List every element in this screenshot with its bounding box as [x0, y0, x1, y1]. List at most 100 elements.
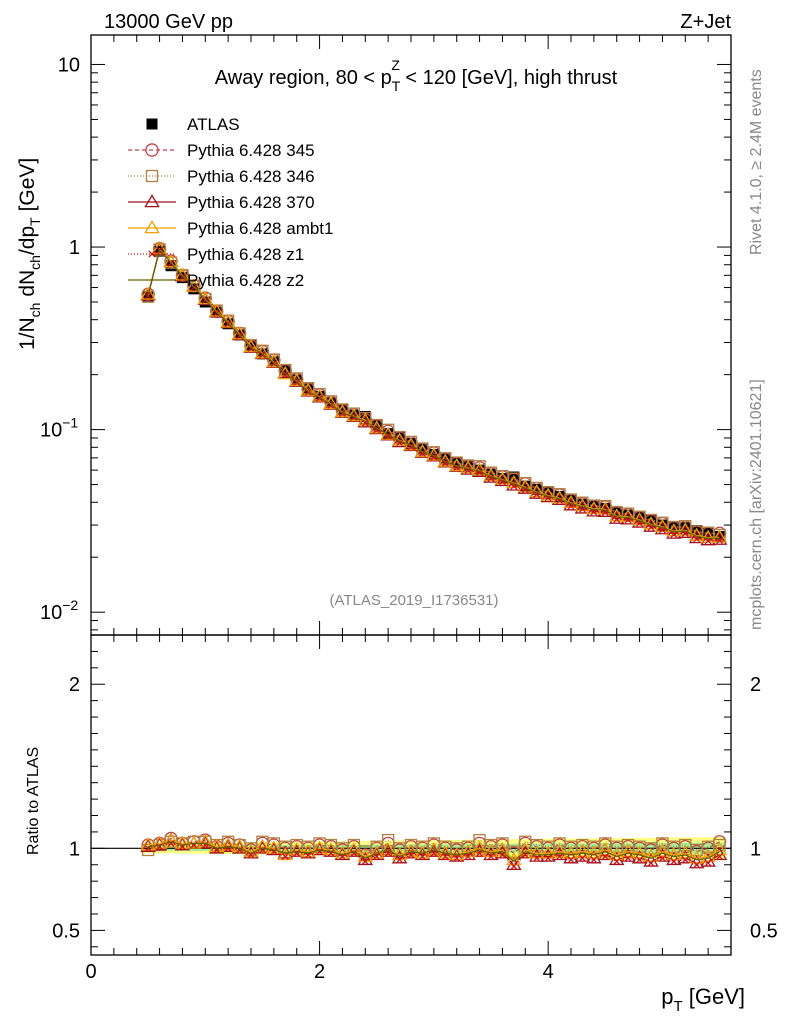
x-tick-label: 4 — [543, 961, 554, 983]
ratio-point — [670, 858, 678, 865]
series-point — [700, 529, 716, 543]
ratio-point — [243, 843, 259, 857]
ratio-point — [197, 833, 214, 848]
ratio-point — [496, 837, 509, 850]
ratio-point — [711, 842, 728, 856]
ratio-point — [688, 850, 705, 864]
legend-label: Pythia 6.428 346 — [187, 167, 315, 186]
ratio-point — [151, 835, 168, 849]
atlas-point — [622, 509, 634, 521]
series-point — [620, 508, 636, 523]
ratio-tick-label-right: 0.5 — [750, 920, 778, 942]
ratio-point — [370, 840, 383, 853]
series-line — [147, 248, 720, 541]
ratio-point — [361, 858, 369, 865]
atlas-point — [462, 460, 474, 472]
series-point — [373, 426, 381, 434]
ratio-point — [441, 853, 449, 860]
atlas-point — [199, 296, 211, 308]
series-point — [186, 278, 202, 292]
atlas-point — [279, 365, 291, 377]
ratio-point — [704, 859, 712, 867]
ratio-point — [350, 849, 358, 857]
chart-title: Away region, 80 < pTZ < 120 [GeV], high … — [215, 57, 618, 94]
atlas-point — [599, 502, 611, 514]
ratio-point — [608, 847, 625, 861]
legend-marker — [148, 250, 156, 258]
atlas-point — [428, 449, 440, 461]
atlas-point — [336, 403, 348, 415]
atlas-point — [348, 409, 360, 421]
ratio-point — [677, 845, 694, 859]
ratio-point — [510, 862, 518, 870]
series-point — [384, 432, 392, 440]
series-point — [277, 366, 294, 380]
ratio-point — [681, 856, 689, 864]
series-point — [540, 487, 556, 501]
ratio-point — [631, 845, 648, 859]
atlas-point — [291, 374, 303, 386]
ratio-tick-label-left: 2 — [69, 674, 80, 696]
atlas-point — [542, 487, 554, 499]
atlas-point — [714, 530, 726, 542]
ratio-point — [716, 853, 724, 860]
legend-marker — [145, 143, 159, 157]
series-line — [147, 248, 720, 539]
legend-label: Pythia 6.428 z2 — [187, 271, 304, 290]
series-point — [396, 439, 404, 447]
ratio-point — [544, 854, 552, 862]
ratio-point — [476, 849, 484, 857]
header-right: Z+Jet — [680, 11, 731, 33]
ratio-point — [601, 853, 609, 860]
series-point — [517, 480, 534, 494]
ratio-point — [220, 837, 236, 851]
series-point — [666, 525, 682, 539]
ratio-y-axis-label: Ratio to ATLAS — [25, 747, 42, 855]
ratio-point — [316, 848, 324, 856]
atlas-point — [679, 522, 691, 534]
ratio-point — [624, 854, 632, 862]
ratio-point — [224, 844, 232, 852]
ratio-tick-label-left: 0.5 — [52, 920, 80, 942]
ratio-point — [666, 847, 682, 861]
ratio-point — [620, 843, 636, 857]
y-axis-label: 1/Nch dNch/dpT [GeV] — [16, 158, 43, 350]
ratio-point — [163, 832, 179, 846]
y-tick-label: 10−1 — [40, 415, 78, 442]
ratio-point — [487, 853, 495, 860]
ratio-point — [334, 845, 351, 859]
series-point — [471, 462, 488, 476]
ratio-point — [430, 849, 438, 857]
atlas-point — [416, 443, 428, 455]
ratio-point — [453, 854, 461, 862]
legend-label: Pythia 6.428 ambt1 — [187, 219, 333, 238]
ratio-point — [658, 854, 666, 862]
series-line — [147, 247, 720, 539]
ratio-point — [311, 840, 328, 854]
atlas-point — [451, 457, 463, 469]
series-4 — [144, 246, 724, 545]
ratio-point — [464, 853, 472, 860]
legend-label: Pythia 6.428 345 — [187, 141, 315, 160]
ratio-point — [647, 859, 655, 867]
atlas-point — [519, 480, 531, 492]
legend: ATLAS Pythia 6.428 345 Pythia 6.428 346 Pyt… — [128, 115, 333, 290]
series-point — [494, 471, 511, 485]
atlas-series — [142, 245, 726, 542]
series-point — [460, 459, 476, 474]
atlas-point — [394, 431, 406, 443]
ratio-line — [148, 841, 720, 863]
ratio-point — [346, 842, 362, 856]
x-tick-label: 0 — [85, 961, 96, 983]
atlas-point — [405, 437, 417, 449]
ratio-series — [140, 831, 728, 871]
atlas-point — [656, 519, 668, 531]
atlas-point — [485, 468, 497, 480]
legend-marker — [145, 169, 159, 183]
ratio-point — [418, 853, 426, 860]
ratio-point — [167, 839, 175, 847]
legend-label-atlas: ATLAS — [187, 115, 240, 134]
atlas-point — [165, 260, 177, 272]
ratio-tick-label-left: 1 — [69, 838, 80, 860]
series-point — [551, 491, 568, 506]
